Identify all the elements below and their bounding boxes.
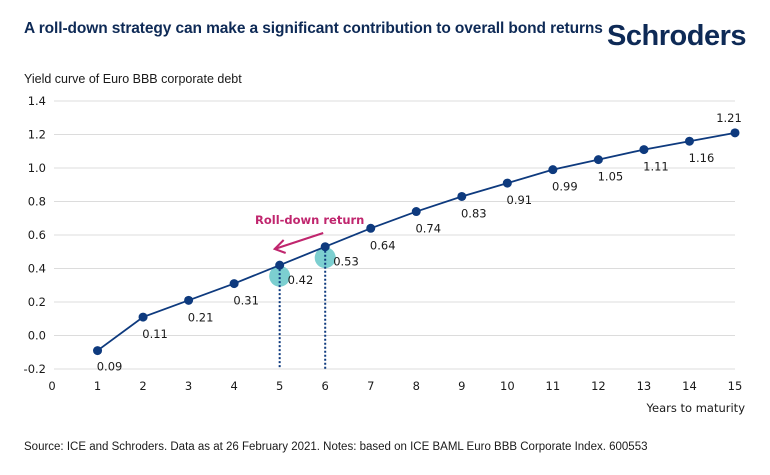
highlight-markers <box>269 247 336 287</box>
x-tick-label: 0 <box>48 379 55 393</box>
y-tick-label: 1.0 <box>28 161 46 175</box>
x-tick-label: 6 <box>322 379 329 393</box>
y-tick-label: 0.6 <box>28 228 46 242</box>
arrow-head-icon <box>272 239 287 254</box>
data-point <box>138 312 148 322</box>
x-tick-label: 9 <box>458 379 465 393</box>
data-label: 1.05 <box>598 170 624 184</box>
roll-down-annotation: Roll-down return <box>255 213 364 254</box>
data-label: 1.16 <box>689 151 715 165</box>
data-point <box>320 242 330 252</box>
highlight-circle <box>269 265 291 287</box>
drop-lines <box>278 246 327 369</box>
data-label: 0.31 <box>233 294 259 308</box>
x-axis-title: Years to maturity <box>646 401 746 415</box>
data-point <box>684 136 694 146</box>
annotation-arrow <box>274 232 324 250</box>
data-point <box>593 155 603 165</box>
data-label: 1.11 <box>643 160 669 174</box>
x-tick-label: 8 <box>413 379 420 393</box>
data-point <box>275 260 285 270</box>
data-label: 0.83 <box>461 206 487 220</box>
data-point <box>366 223 376 233</box>
x-tick-label: 3 <box>185 379 192 393</box>
data-points <box>93 128 740 356</box>
chart-title: Yield curve of Euro BBB corporate debt <box>24 72 242 86</box>
data-point <box>457 191 467 201</box>
data-point <box>229 279 239 289</box>
data-label: 0.21 <box>188 310 214 324</box>
data-labels: 0.09 0.11 0.21 0.31 0.42 0.53 0.64 0.74 0.83 0.91… <box>97 111 742 374</box>
chart-headline: A roll-down strategy can make a signific… <box>24 20 603 37</box>
data-point <box>411 207 421 217</box>
data-point <box>730 128 740 138</box>
x-tick-label: 11 <box>546 379 561 393</box>
data-label: 0.42 <box>288 273 314 287</box>
data-point <box>184 295 194 305</box>
x-tick-label: 7 <box>367 379 374 393</box>
x-tick-label: 4 <box>230 379 237 393</box>
data-point <box>639 145 649 155</box>
data-label: 0.74 <box>415 222 441 236</box>
schroders-logo: Schroders <box>607 20 746 52</box>
data-label: 0.99 <box>552 180 578 194</box>
data-label: 0.53 <box>333 255 359 269</box>
x-tick-label: 15 <box>728 379 743 393</box>
x-tick-label: 2 <box>139 379 146 393</box>
data-point <box>548 165 558 175</box>
data-point <box>502 178 512 188</box>
data-label: 0.09 <box>97 360 123 374</box>
data-label: 0.91 <box>507 193 533 207</box>
highlight-circle <box>314 247 336 269</box>
x-tick-label: 5 <box>276 379 283 393</box>
data-point <box>93 346 103 356</box>
y-tick-label: 0.0 <box>28 329 46 343</box>
data-label: 0.11 <box>142 327 168 341</box>
x-tick-label: 12 <box>591 379 606 393</box>
data-label: 0.64 <box>370 238 396 252</box>
x-tick-label: 1 <box>94 379 101 393</box>
y-tick-label: 1.2 <box>28 128 46 142</box>
annotation-label: Roll-down return <box>255 213 364 227</box>
x-tick-label: 13 <box>637 379 652 393</box>
y-tick-label: 0.8 <box>28 195 46 209</box>
y-tick-label: 0.2 <box>28 295 46 309</box>
x-axis-ticks: 0 1 2 3 4 5 6 7 8 9 10 11 12 13 14 15 <box>48 379 742 393</box>
x-tick-label: 10 <box>500 379 515 393</box>
data-label: 1.21 <box>716 111 742 125</box>
y-axis-ticks: 1.4 1.2 1.0 0.8 0.6 0.4 0.2 0.0 -0.2 <box>24 94 46 376</box>
y-tick-label: 1.4 <box>28 94 46 108</box>
source-note: Source: ICE and Schroders. Data as at 26… <box>24 441 648 453</box>
y-tick-label: -0.2 <box>24 362 46 376</box>
x-tick-label: 14 <box>682 379 697 393</box>
y-tick-label: 0.4 <box>28 262 46 276</box>
gridlines <box>54 100 735 370</box>
